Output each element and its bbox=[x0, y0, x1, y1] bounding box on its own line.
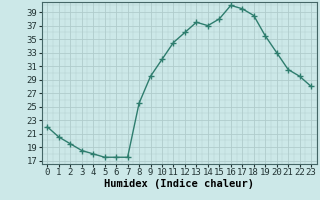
X-axis label: Humidex (Indice chaleur): Humidex (Indice chaleur) bbox=[104, 179, 254, 189]
